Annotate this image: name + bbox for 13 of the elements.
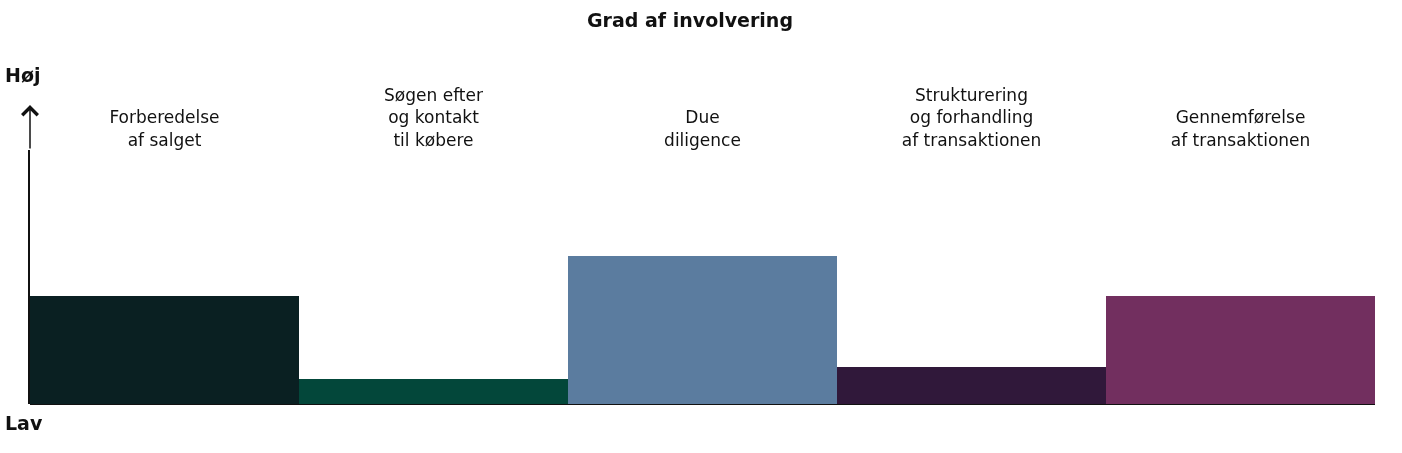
bar: [299, 379, 568, 404]
x-tick-label: Gennemførelse af transaktionen: [1170, 107, 1311, 150]
x-tick-label: Strukturering og forhandling af transaktionen: [901, 85, 1042, 150]
text: Høj: [5, 64, 41, 86]
x-tick-label: Due diligence: [664, 107, 741, 150]
text: Lav: [5, 412, 43, 434]
x-tick-label: Søgen efter og kontakt til købere: [384, 85, 483, 150]
bar: [837, 367, 1106, 404]
bar: [1106, 296, 1375, 404]
chart-title: Grad af involvering: [587, 8, 793, 31]
bar: [30, 296, 299, 404]
x-tick-label: Forberedelse af salget: [109, 107, 220, 150]
bar: [568, 256, 837, 404]
